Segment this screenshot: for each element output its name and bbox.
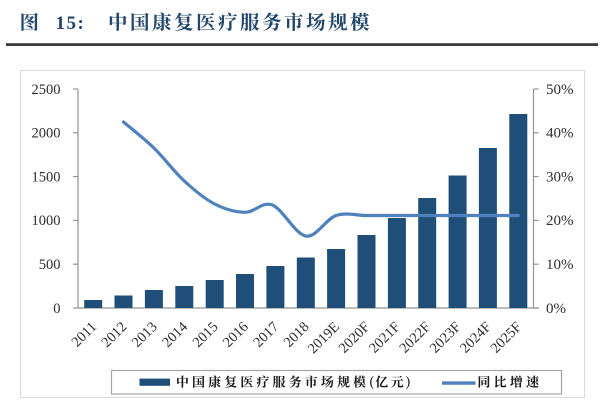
svg-text:30%: 30%	[546, 169, 574, 185]
svg-text:10%: 10%	[546, 257, 574, 273]
svg-text:40%: 40%	[546, 126, 574, 142]
svg-text:15:: 15:	[56, 13, 86, 34]
svg-text:2500: 2500	[32, 82, 61, 98]
svg-text:0: 0	[53, 301, 60, 317]
svg-text:50%: 50%	[546, 82, 574, 98]
svg-text:0%: 0%	[546, 301, 566, 317]
svg-text:500: 500	[39, 257, 61, 273]
svg-text:1000: 1000	[32, 213, 61, 229]
svg-text:2000: 2000	[32, 126, 61, 142]
svg-text:20%: 20%	[546, 213, 574, 229]
svg-text:1500: 1500	[32, 169, 61, 185]
